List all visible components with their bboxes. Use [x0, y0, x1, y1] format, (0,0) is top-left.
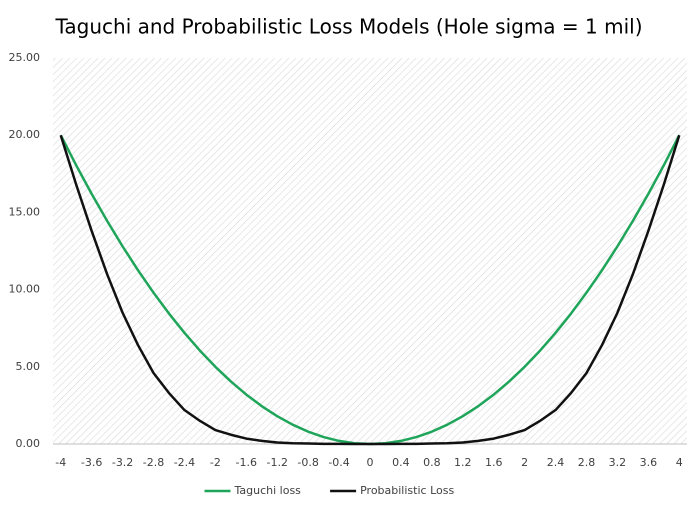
- x-tick-label: 0: [367, 456, 374, 469]
- x-tick-label: 1.6: [485, 456, 503, 469]
- x-tick-label: -0.8: [297, 456, 318, 469]
- y-tick-label: 10.00: [9, 283, 41, 296]
- series-line: [59, 134, 681, 446]
- legend-label: Taguchi loss: [234, 484, 302, 497]
- plot-area: [53, 58, 687, 444]
- y-tick-label: 20.00: [9, 128, 41, 141]
- x-tick-label: -1.2: [266, 456, 287, 469]
- y-tick-label: 25.00: [9, 51, 41, 64]
- x-tick-label: 3.6: [640, 456, 658, 469]
- chart-title: Taguchi and Probabilistic Loss Models (H…: [54, 15, 642, 39]
- x-tick-label: -4: [55, 456, 66, 469]
- y-tick-label: 15.00: [9, 205, 41, 218]
- x-tick-label: -0.4: [328, 456, 349, 469]
- x-tick-label: 0.4: [392, 456, 410, 469]
- legend-label: Probabilistic Loss: [360, 484, 454, 497]
- x-tick-label: -2.4: [174, 456, 195, 469]
- x-tick-label: -3.6: [81, 456, 102, 469]
- x-tick-label: 0.8: [423, 456, 441, 469]
- x-tick-label: 2.8: [578, 456, 596, 469]
- x-tick-label: -3.2: [112, 456, 133, 469]
- x-tick-label: 1.2: [454, 456, 472, 469]
- x-tick-label: -1.6: [236, 456, 257, 469]
- x-tick-label: -2.8: [143, 456, 164, 469]
- x-tick-label: -2: [210, 456, 221, 469]
- x-tick-label: 2: [521, 456, 528, 469]
- y-tick-label: 5.00: [16, 360, 41, 373]
- y-tick-label: 0.00: [16, 437, 41, 450]
- x-tick-label: 2.4: [547, 456, 565, 469]
- x-tick-label: 4: [676, 456, 683, 469]
- x-tick-label: 3.2: [609, 456, 627, 469]
